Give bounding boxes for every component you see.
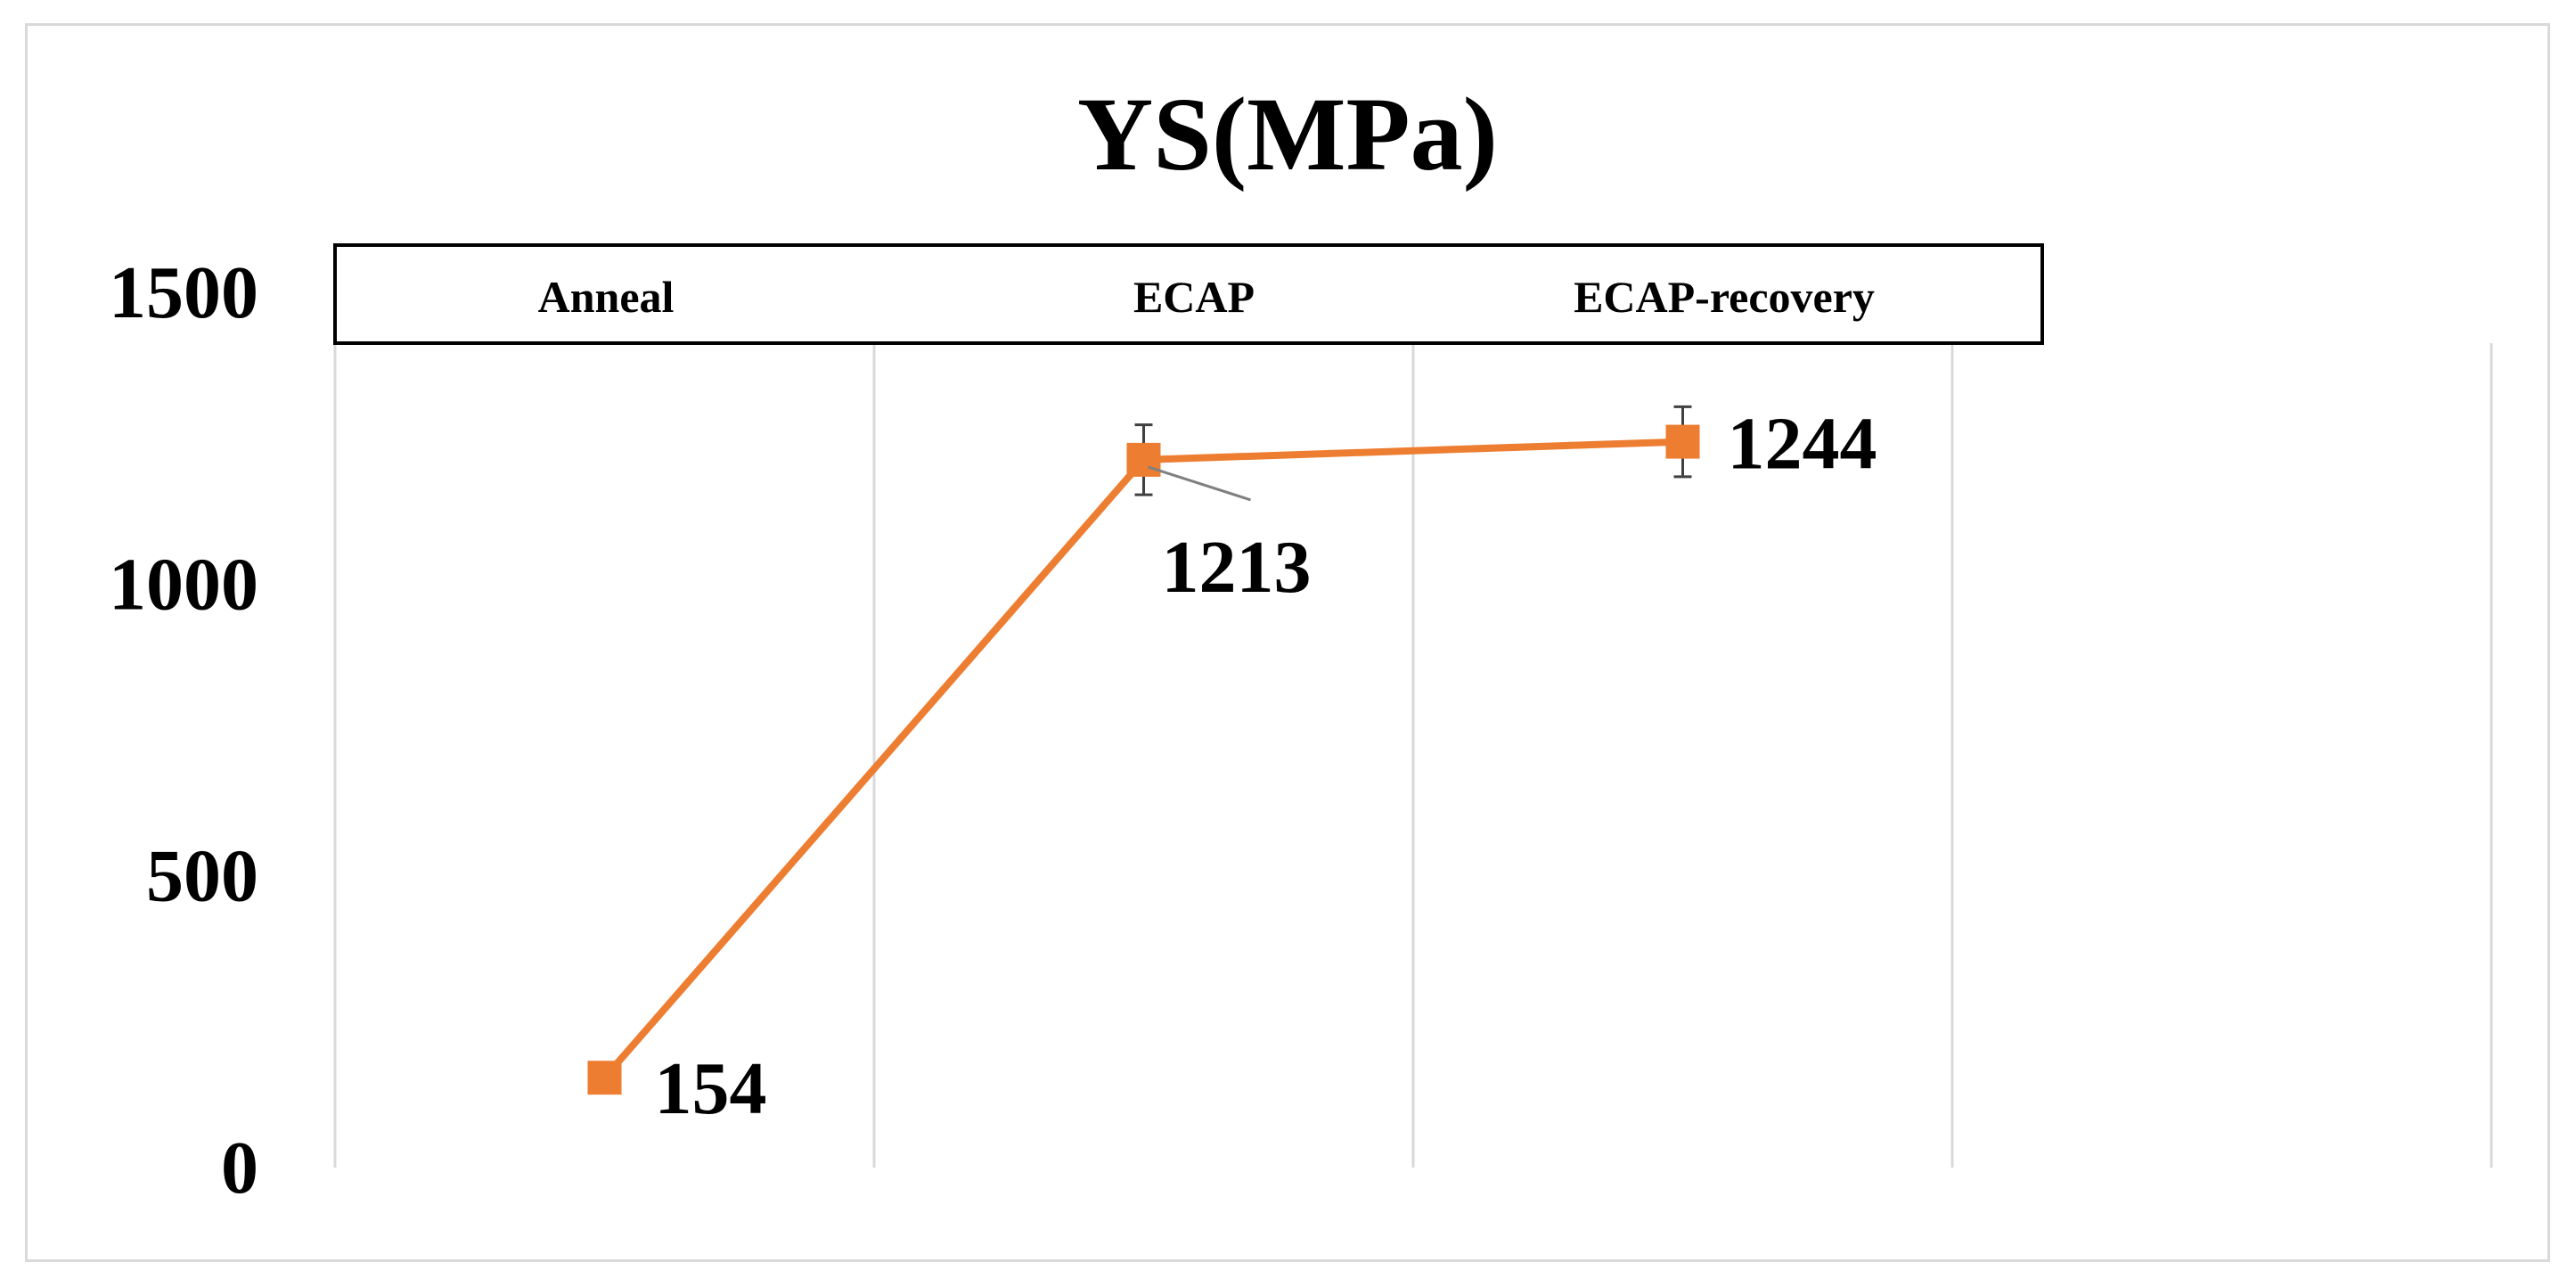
chart-frame <box>25 23 2550 1262</box>
category-label: ECAP <box>1133 272 1255 322</box>
data-point-marker <box>587 1061 622 1095</box>
data-label-leader-line <box>1148 465 1251 502</box>
data-point-marker <box>1665 424 1700 459</box>
data-label: 154 <box>655 1047 767 1130</box>
y-tick-label: 500 <box>146 835 258 918</box>
category-label: ECAP-recovery <box>1574 272 1875 322</box>
y-tick-label: 1500 <box>109 251 258 334</box>
y-tick-label: 1000 <box>109 543 258 626</box>
data-point-marker <box>1126 442 1161 477</box>
data-label: 1244 <box>1728 403 1877 486</box>
data-label: 1213 <box>1162 526 1312 609</box>
series-line <box>601 438 1683 1080</box>
category-label: Anneal <box>538 272 675 322</box>
chart-title: YS(MPa) <box>1077 76 1498 193</box>
y-tick-label: 0 <box>221 1127 258 1209</box>
category-header-box <box>333 243 2044 345</box>
